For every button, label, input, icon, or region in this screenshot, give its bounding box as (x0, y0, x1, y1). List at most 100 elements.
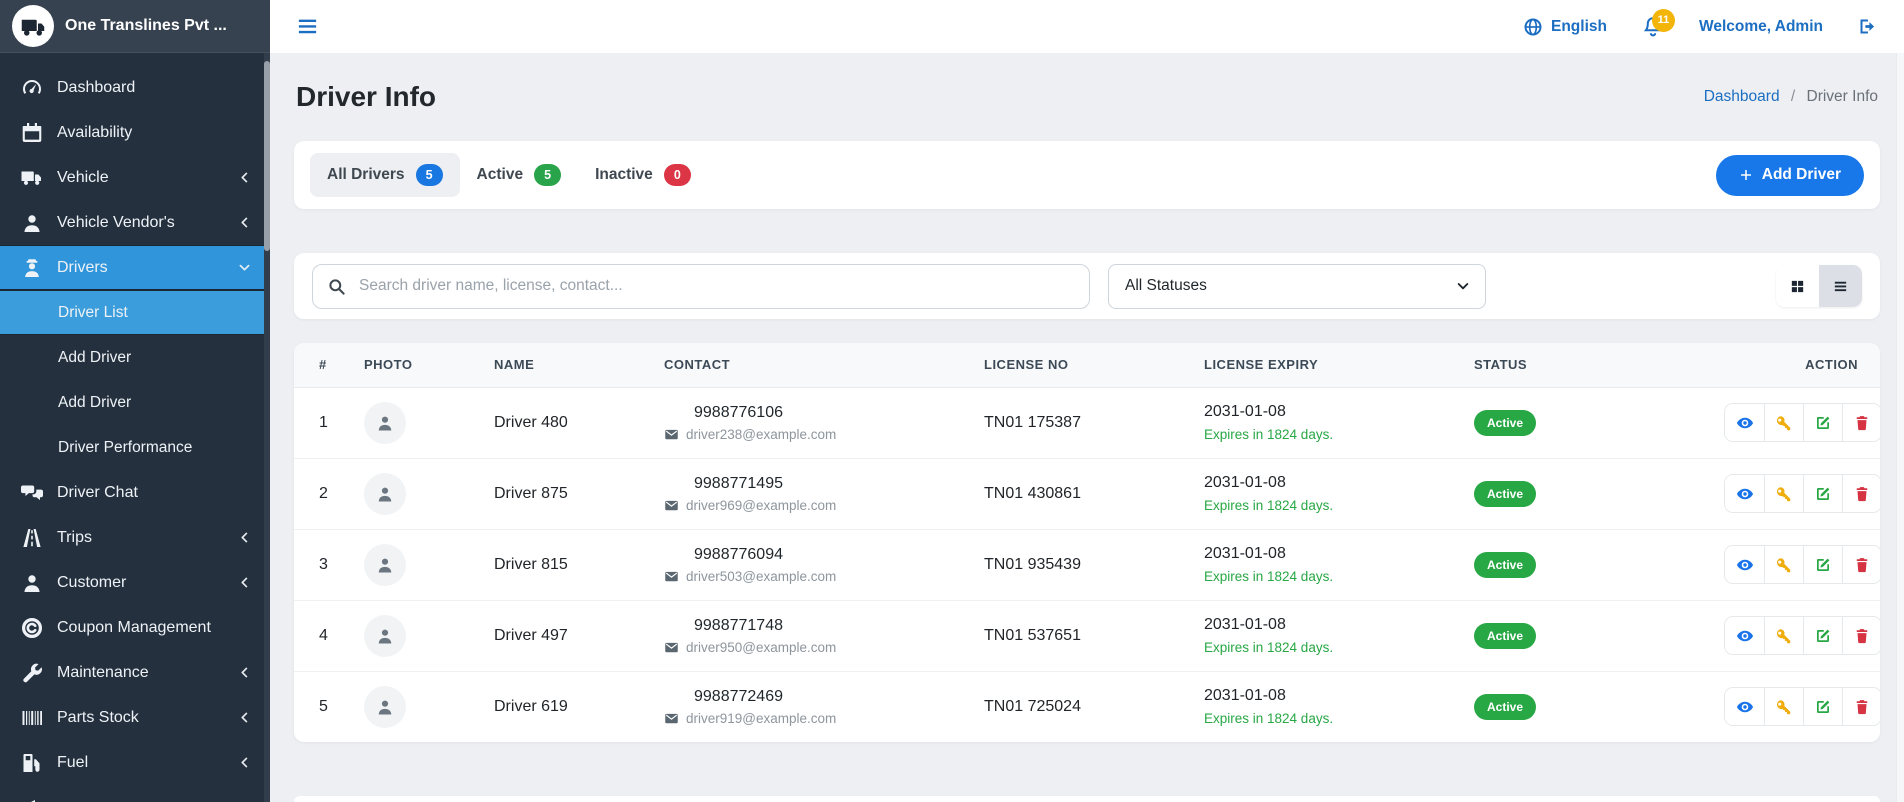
drivers-table: # PHOTO NAME CONTACT LICENSE NO LICENSE … (294, 343, 1880, 742)
main-content: Driver Info Dashboard / Driver Info All … (270, 53, 1904, 802)
row-actions (1724, 545, 1880, 584)
key-button[interactable] (1764, 475, 1803, 512)
sidebar-item-label: Maintenance (57, 663, 149, 681)
sidebar-item-vehicle[interactable]: Vehicle (0, 155, 270, 200)
view-button[interactable] (1725, 688, 1764, 726)
license-expiry-date: 2031-01-08 (1204, 474, 1286, 491)
row-actions (1724, 687, 1880, 727)
avatar (364, 543, 406, 586)
eye-icon (1736, 556, 1754, 574)
sidebar-item-driver-chat[interactable]: Driver Chat (0, 470, 270, 515)
eye-icon (1736, 485, 1754, 503)
envelope-icon (664, 569, 679, 584)
key-button[interactable] (1764, 617, 1803, 654)
driver-name: Driver 815 (484, 528, 654, 600)
driver-name: Driver 875 (484, 457, 654, 529)
tab-all-drivers[interactable]: All Drivers 5 (310, 153, 460, 197)
sidebar-item-trips[interactable]: Trips (0, 515, 270, 560)
notifications-button[interactable]: 11 (1641, 8, 1675, 39)
sidebar-item-label: Driver List (58, 303, 128, 321)
plus-icon (1739, 168, 1753, 182)
tabs-card: All Drivers 5 Active 5 Inactive 0 Add Dr… (294, 141, 1880, 209)
sidebar-item-availability[interactable]: Availability (0, 110, 270, 155)
tab-active[interactable]: Active 5 (460, 153, 579, 197)
col-status: STATUS (1464, 343, 1714, 388)
sidebar-item-add-driver[interactable]: Add Driver (0, 335, 270, 380)
sidebar-item-label: Driver Chat (57, 483, 138, 501)
table-row: 1 Driver 480 9988776106 driver238@exampl… (294, 387, 1880, 458)
eye-icon (1736, 627, 1754, 645)
view-button[interactable] (1725, 617, 1764, 654)
col-index: # (294, 343, 354, 388)
add-driver-button[interactable]: Add Driver (1715, 154, 1864, 196)
edit-button[interactable] (1803, 546, 1842, 583)
col-contact: CONTACT (654, 343, 974, 388)
row-index: 5 (294, 670, 354, 742)
row-actions (1724, 403, 1880, 442)
welcome-user[interactable]: Welcome, Admin (1698, 17, 1823, 35)
chevron-left-icon (237, 575, 252, 590)
driver-phone: 9988771748 (694, 616, 783, 634)
sidebar-item-add-driver-2[interactable]: Add Driver (0, 380, 270, 425)
copyright-icon (20, 616, 44, 640)
search-input[interactable] (312, 263, 1090, 309)
sidebar-item-parts-stock[interactable]: Parts Stock (0, 695, 270, 740)
sidebar-item-dashboard[interactable]: Dashboard (0, 65, 270, 110)
sidebar-scrollbar[interactable] (264, 53, 270, 802)
delete-button[interactable] (1842, 688, 1880, 726)
menu-toggle-icon[interactable] (296, 15, 319, 38)
key-icon (1775, 414, 1793, 432)
tab-label: Active (476, 166, 524, 183)
driver-email: driver969@example.com (686, 497, 837, 513)
view-button[interactable] (1725, 475, 1764, 512)
key-button[interactable] (1764, 546, 1803, 583)
table-header-row: # PHOTO NAME CONTACT LICENSE NO LICENSE … (294, 343, 1880, 388)
status-badge: Active (1474, 551, 1537, 578)
eye-icon (1736, 414, 1754, 432)
breadcrumb-dashboard-link[interactable]: Dashboard (1703, 88, 1780, 105)
edit-icon (1814, 698, 1832, 716)
sidebar-scrollbar-thumb[interactable] (264, 61, 270, 251)
tab-inactive[interactable]: Inactive 0 (578, 153, 708, 197)
chevron-left-icon (237, 215, 252, 230)
edit-icon (1814, 485, 1832, 503)
status-filter-select[interactable]: All Statuses (1108, 263, 1486, 309)
language-selector[interactable]: English (1523, 17, 1607, 37)
edit-button[interactable] (1803, 617, 1842, 654)
sidebar-item-driver-performance[interactable]: Driver Performance (0, 425, 270, 470)
sidebar-item-customer[interactable]: Customer (0, 560, 270, 605)
user-icon (375, 697, 395, 717)
key-button[interactable] (1764, 688, 1803, 726)
page-scrollbar[interactable] (1896, 53, 1904, 802)
logout-icon[interactable] (1857, 16, 1878, 37)
calendar-icon (20, 121, 44, 145)
delete-button[interactable] (1842, 617, 1880, 654)
sidebar-item-fuel[interactable]: Fuel (0, 740, 270, 785)
sidebar-item-drivers[interactable]: Drivers (0, 245, 270, 290)
sidebar-item-label: Vehicle Vendor's (57, 213, 175, 231)
key-button[interactable] (1764, 404, 1803, 441)
delete-button[interactable] (1842, 546, 1880, 583)
brand-header[interactable]: One Translines Pvt ... (0, 0, 270, 53)
sidebar-item-coupon-management[interactable]: Coupon Management (0, 605, 270, 650)
sidebar-item-maintenance[interactable]: Maintenance (0, 650, 270, 695)
tab-label: All Drivers (327, 166, 405, 183)
sidebar-item-label: Availability (57, 123, 133, 141)
status-badge: Active (1474, 409, 1537, 436)
sidebar-item-label: Dashboard (57, 78, 136, 96)
view-button[interactable] (1725, 546, 1764, 583)
edit-button[interactable] (1803, 475, 1842, 512)
sidebar-item-vehicle-vendors[interactable]: Vehicle Vendor's (0, 200, 270, 245)
list-view-button[interactable] (1819, 265, 1862, 307)
view-button[interactable] (1725, 404, 1764, 441)
sidebar-item-label: Coupon Management (57, 618, 211, 636)
drivers-table-card: # PHOTO NAME CONTACT LICENSE NO LICENSE … (294, 343, 1880, 742)
delete-button[interactable] (1842, 475, 1880, 512)
grid-view-button[interactable] (1776, 265, 1819, 307)
sidebar-item-driver-list[interactable]: Driver List (0, 290, 270, 335)
delete-button[interactable] (1842, 404, 1880, 441)
col-name: NAME (484, 343, 654, 388)
edit-button[interactable] (1803, 688, 1842, 726)
sidebar-item-partial[interactable] (0, 785, 270, 802)
edit-button[interactable] (1803, 404, 1842, 441)
